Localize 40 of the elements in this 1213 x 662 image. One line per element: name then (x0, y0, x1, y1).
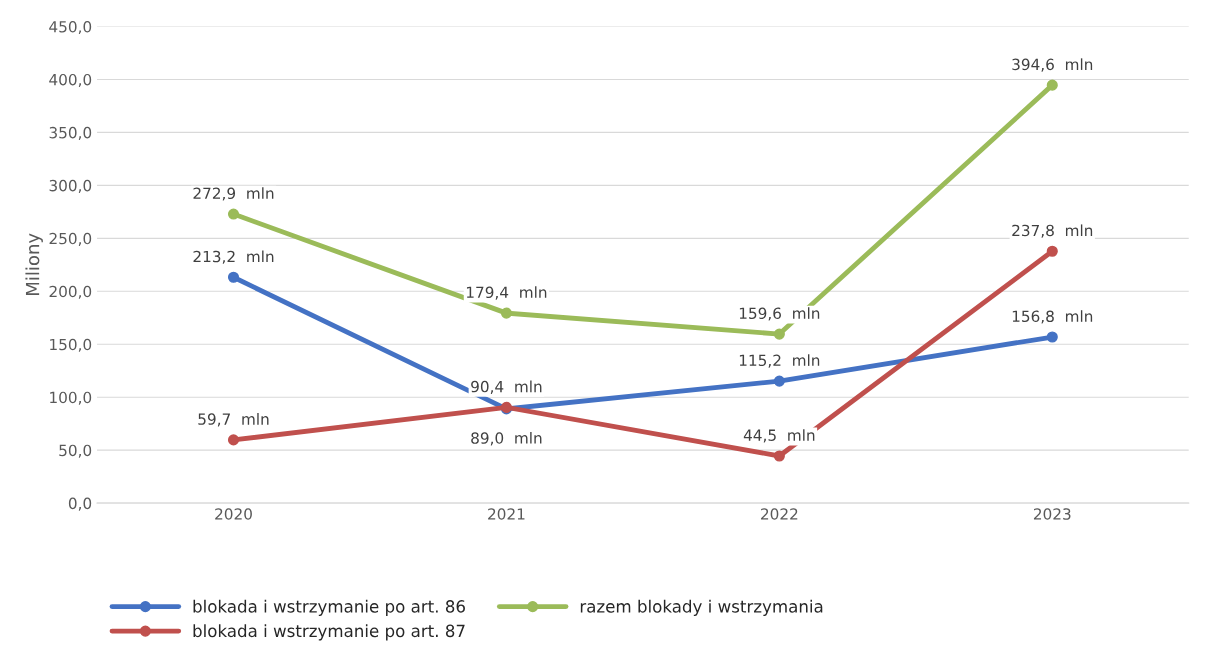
x-tick-label: 2020 (215, 508, 252, 520)
data-label: 179,4 mln (466, 286, 547, 300)
legend-label: blokada i wstrzymanie po art. 86 (193, 599, 465, 616)
point (773, 328, 785, 340)
y-tick-label: 400,0 (49, 73, 92, 88)
legend-label: blokada i wstrzymanie po art. 87 (193, 624, 465, 641)
point (227, 434, 240, 446)
y-tick-label: 0,0 (68, 497, 92, 511)
y-tick-label: 150,0 (50, 338, 92, 352)
point (773, 450, 785, 462)
x-tick-label: 2023 (1033, 508, 1071, 520)
point (1046, 245, 1058, 257)
data-label: 213,2 mln (193, 250, 274, 264)
x-tick-label: 2022 (761, 508, 798, 520)
point (227, 271, 240, 283)
data-label: 272,9 mln (193, 187, 274, 201)
point (773, 375, 785, 387)
y-tick-label: 450,0 (49, 20, 92, 35)
y-tick-label: 200,0 (49, 285, 92, 299)
legend-label: razem blokady i wstrzymania (580, 599, 823, 616)
point (500, 307, 512, 319)
data-label: 237,8 mln (1012, 224, 1093, 238)
data-label: 159,6 mln (739, 307, 820, 321)
point (1046, 79, 1058, 91)
data-label: 156,8 mln (1012, 310, 1093, 324)
point (227, 208, 240, 220)
y-axis-title: Miliony (25, 233, 43, 295)
point (1046, 331, 1058, 343)
y-tick-label: 350,0 (49, 126, 92, 140)
data-label: 394,6 mln (1012, 58, 1093, 72)
y-tick-label: 50,0 (59, 444, 92, 458)
y-tick-label: 250,0 (49, 232, 92, 246)
x-tick-label: 2021 (488, 508, 525, 520)
data-label: 59,7 mln (198, 413, 269, 427)
data-label: 89,0 mln (471, 432, 542, 446)
data-label: 44,5 mln (743, 429, 815, 443)
data-label: 90,4 mln (471, 380, 542, 394)
data-label: 115,2 mln (739, 354, 820, 368)
y-tick-label: 300,0 (49, 179, 92, 193)
y-tick-label: 100,0 (50, 391, 92, 405)
